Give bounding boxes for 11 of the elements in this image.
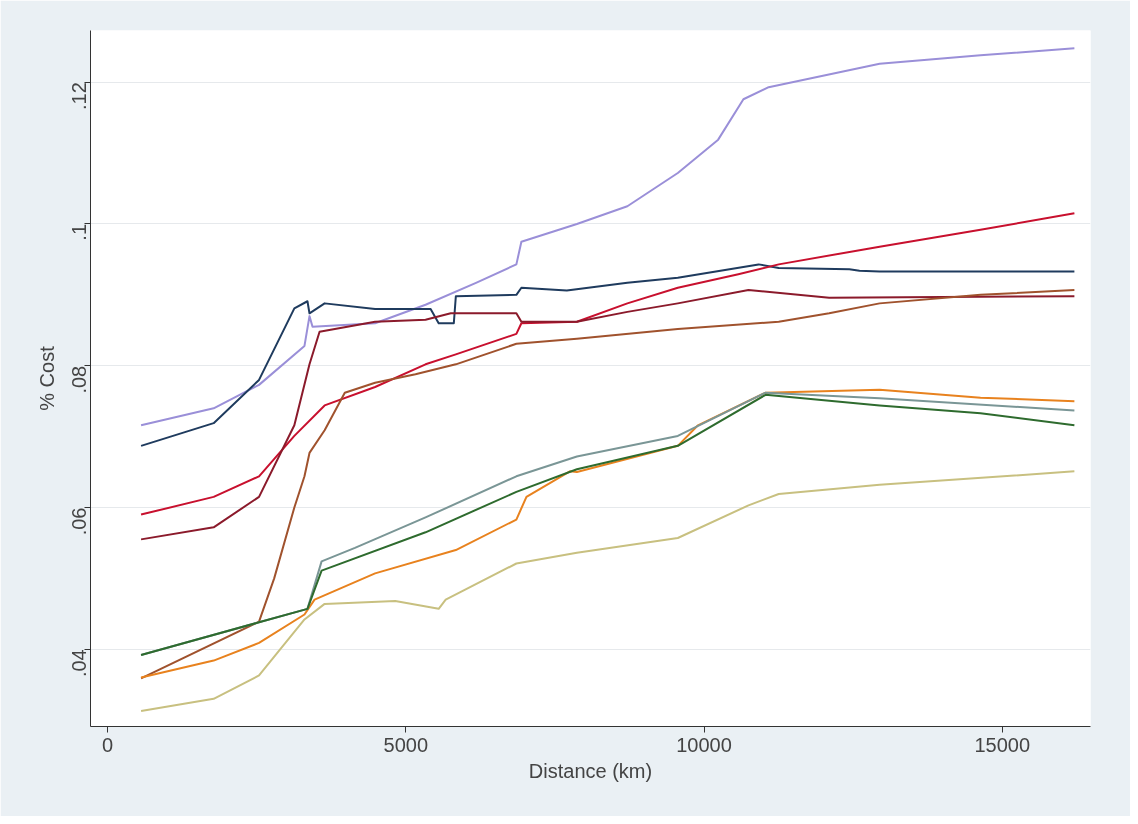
x-tick-label: 10000 — [676, 733, 732, 756]
y-tick-label: .1 — [68, 223, 91, 241]
x-axis-title: Distance (km) — [528, 759, 653, 782]
y-tick-label: .12 — [68, 82, 91, 111]
y-tick-label: .04 — [68, 649, 91, 678]
x-tick-label: 5000 — [383, 733, 429, 756]
x-tick-label: 0 — [102, 733, 114, 756]
x-tick-label: 15000 — [974, 733, 1031, 756]
y-tick-label: .06 — [68, 507, 91, 536]
y-axis-title: % Cost — [35, 345, 58, 411]
y-tick-label: .08 — [68, 365, 91, 394]
